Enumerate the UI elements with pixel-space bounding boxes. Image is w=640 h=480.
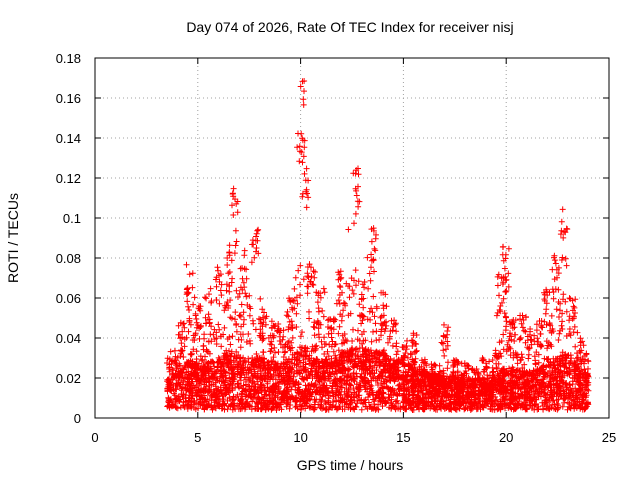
y-tick-label: 0.04 — [56, 331, 81, 346]
x-tick-label: 20 — [499, 430, 513, 445]
y-tick-label: 0.08 — [56, 251, 81, 266]
y-tick-label: 0 — [74, 411, 81, 426]
axis-ticks: 0 5 10 15 20 25 0 0.02 0.04 0.06 0.08 0.1 0.12 0.14 0.… — [56, 51, 617, 445]
y-tick-label: 0.12 — [56, 171, 81, 186]
x-tick-label: 15 — [396, 430, 410, 445]
x-tick-label: 25 — [602, 430, 616, 445]
data-points — [164, 78, 592, 413]
x-tick-label: 0 — [91, 430, 98, 445]
x-tick-label: 10 — [293, 430, 307, 445]
y-axis-label: ROTI / TECUs — [5, 193, 21, 283]
x-axis-label: GPS time / hours — [297, 457, 404, 473]
plot-frame — [94, 57, 610, 419]
y-tick-label: 0.14 — [56, 131, 81, 146]
y-tick-label: 0.02 — [56, 371, 81, 386]
y-tick-label: 0.18 — [56, 51, 81, 66]
x-tick-label: 5 — [194, 430, 201, 445]
roti-point-markers — [164, 78, 592, 413]
chart-title: Day 074 of 2026, Rate Of TEC Index for r… — [186, 19, 513, 35]
y-tick-label: 0.06 — [56, 291, 81, 306]
y-tick-label: 0.1 — [63, 211, 81, 226]
y-tick-label: 0.16 — [56, 91, 81, 106]
